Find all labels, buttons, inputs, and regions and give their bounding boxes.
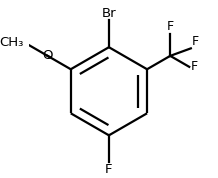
Text: F: F [191, 60, 198, 73]
Text: F: F [105, 163, 113, 176]
Text: CH₃: CH₃ [0, 36, 24, 49]
Text: O: O [42, 49, 53, 62]
Text: F: F [192, 35, 199, 48]
Text: Br: Br [102, 7, 116, 20]
Text: F: F [167, 20, 174, 33]
